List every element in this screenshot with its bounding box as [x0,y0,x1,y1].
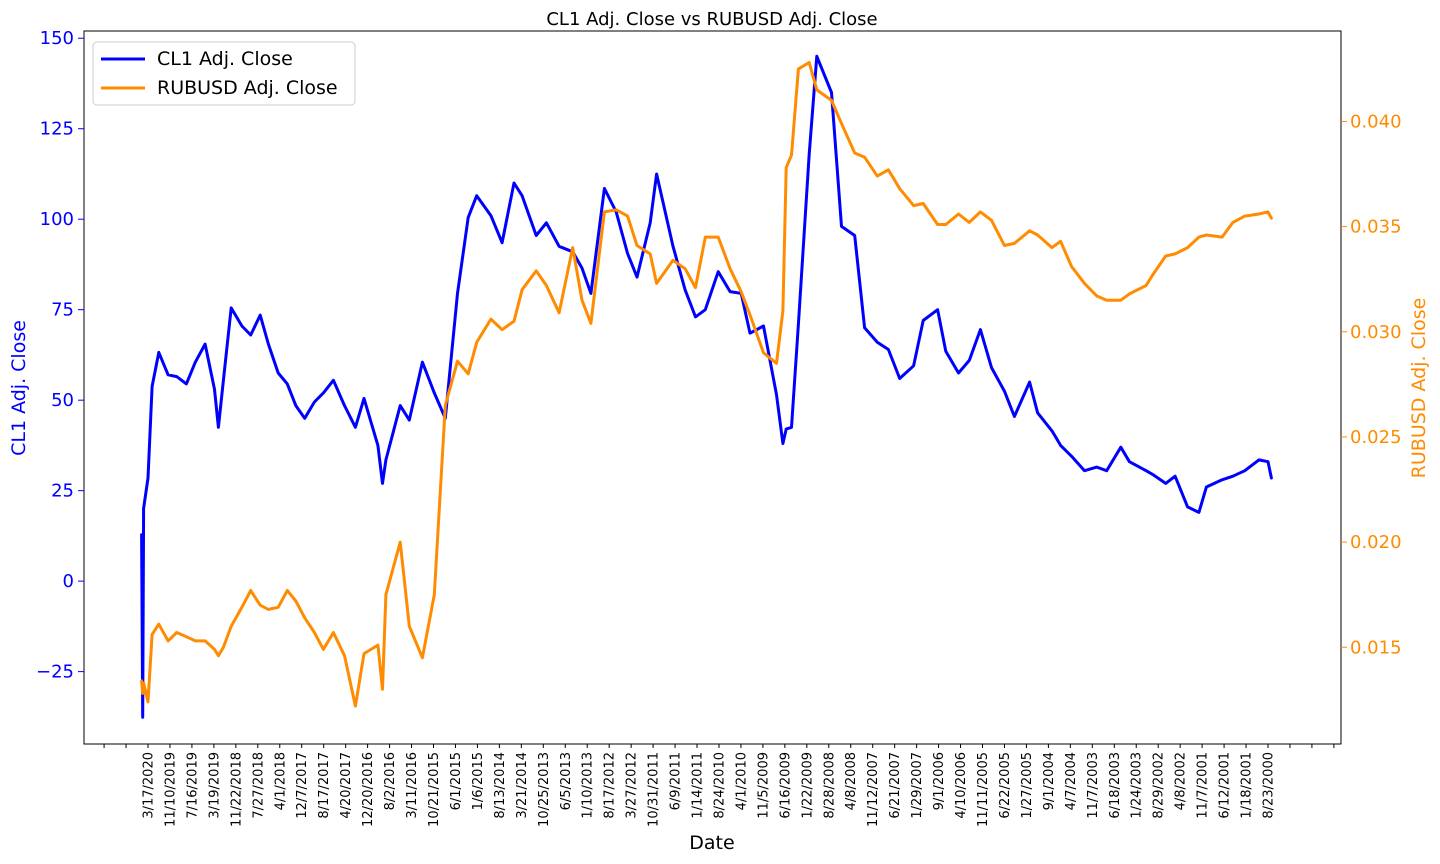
left-y-tick-label: 25 [51,481,74,502]
series-line-rubusd [140,61,1273,708]
legend-box [92,41,356,106]
x-tick-label: 12/7/2017 [295,752,310,819]
x-tick-label: 1/24/2003 [1130,752,1145,819]
left-y-axis-label: CL1 Adj. Close [8,320,30,456]
x-tick-label: 8/17/2017 [317,752,332,819]
legend-label-rubusd: RUBUSD Adj. Close [157,77,338,99]
x-tick-label: 8/2/2016 [383,752,398,810]
right-y-axis-label: RUBUSD Adj. Close [1408,298,1430,479]
x-tick-label: 3/19/2019 [207,752,222,819]
x-tick-label: 8/17/2012 [603,752,618,819]
x-tick-label: 8/23/2000 [1262,752,1277,819]
x-tick-label: 3/17/2020 [142,752,157,819]
x-tick-label: 11/5/2009 [756,752,771,819]
right-y-tick-label: 0.040 [1350,111,1402,132]
x-tick-label: 6/21/2007 [888,752,903,819]
chart-title: CL1 Adj. Close vs RUBUSD Adj. Close [546,9,877,30]
x-tick-label: 7/16/2019 [185,752,200,819]
x-tick-label: 1/14/2011 [691,752,706,819]
x-tick-label: 11/7/2003 [1086,752,1101,819]
x-tick-label: 6/9/2011 [669,752,684,810]
x-tick-label: 12/20/2016 [361,752,376,827]
plot-frame [83,30,1342,745]
x-tick-label: 1/27/2005 [1020,752,1035,819]
left-y-tick-label: 0 [63,571,74,592]
x-tick-label: 4/20/2017 [339,752,354,819]
series-layer [140,54,1273,719]
x-tick-label: 6/12/2001 [1218,752,1233,819]
left-y-tick-label: 125 [40,119,74,140]
x-tick-label: 3/11/2016 [405,752,420,819]
x-axis-label: Date [689,832,734,854]
x-tick-label: 1/18/2001 [1240,752,1255,819]
x-tick-label: 6/5/2013 [559,752,574,810]
x-tick-label: 8/29/2002 [1152,752,1167,819]
x-tick-label: 4/7/2004 [1064,752,1079,810]
x-tick-label: 3/21/2014 [515,752,530,819]
x-tick-label: 6/18/2003 [1108,752,1123,819]
x-tick-label: 11/7/2001 [1196,752,1211,819]
x-tick-label: 9/1/2006 [932,752,947,810]
x-tick-label: 11/10/2019 [164,752,179,827]
x-tick-label: 3/27/2012 [625,752,640,819]
x-tick-label: 11/11/2005 [976,752,991,827]
x-tick-label: 11/12/2007 [866,752,881,827]
x-tick-label: 6/22/2005 [998,752,1013,819]
x-tick-label: 4/1/2010 [734,752,749,810]
x-tick-label: 4/1/2018 [273,752,288,810]
x-tick-label: 6/16/2009 [778,752,793,819]
right-y-tick-label: 0.025 [1350,427,1402,448]
x-tick-label: 8/24/2010 [713,752,728,819]
right-y-tick-label: 0.020 [1350,532,1402,553]
left-y-tick-label: 75 [51,300,74,321]
x-tick-label: 8/13/2014 [493,752,508,819]
x-tick-label: 1/22/2009 [800,752,815,819]
x-axis: 3/17/2020 11/10/2019 7/16/2019 3/19/2019 11/… [103,744,1335,827]
left-y-tick-label: 100 [40,209,74,230]
right-y-tick-label: 0.035 [1350,217,1402,238]
series-line-cl1 [140,54,1273,719]
x-tick-label: 1/10/2013 [581,752,596,819]
x-tick-label: 10/21/2015 [427,752,442,827]
x-tick-label: 10/25/2013 [537,752,552,827]
right-y-tick-label: 0.030 [1350,322,1402,343]
x-tick-label: 1/29/2007 [910,752,925,819]
x-tick-label: 4/8/2008 [844,752,859,810]
x-tick-label: 9/1/2004 [1042,752,1057,810]
x-tick-label: 8/28/2008 [822,752,837,819]
x-tick-label: 6/1/2015 [449,752,464,810]
left-y-tick-label: −25 [36,662,74,683]
x-tick-label: 10/31/2011 [647,752,662,827]
legend-label-cl1: CL1 Adj. Close [157,48,293,70]
x-tick-label: 11/22/2018 [229,752,244,827]
x-tick-label: 1/6/2015 [471,752,486,810]
left-y-tick-label: 50 [51,390,74,411]
x-tick-label: 4/8/2002 [1174,752,1189,810]
x-tick-label: 4/10/2006 [954,752,969,819]
legend: CL1 Adj. Close RUBUSD Adj. Close [92,41,356,106]
right-y-axis: 0.040 0.035 0.030 0.025 0.020 0.015 [1341,111,1402,658]
x-tick-label: 7/27/2018 [251,752,266,819]
left-y-tick-label: 150 [40,28,74,49]
left-y-axis: 150 125 100 75 50 25 0 −25 [36,28,84,683]
right-y-tick-label: 0.015 [1350,637,1402,658]
